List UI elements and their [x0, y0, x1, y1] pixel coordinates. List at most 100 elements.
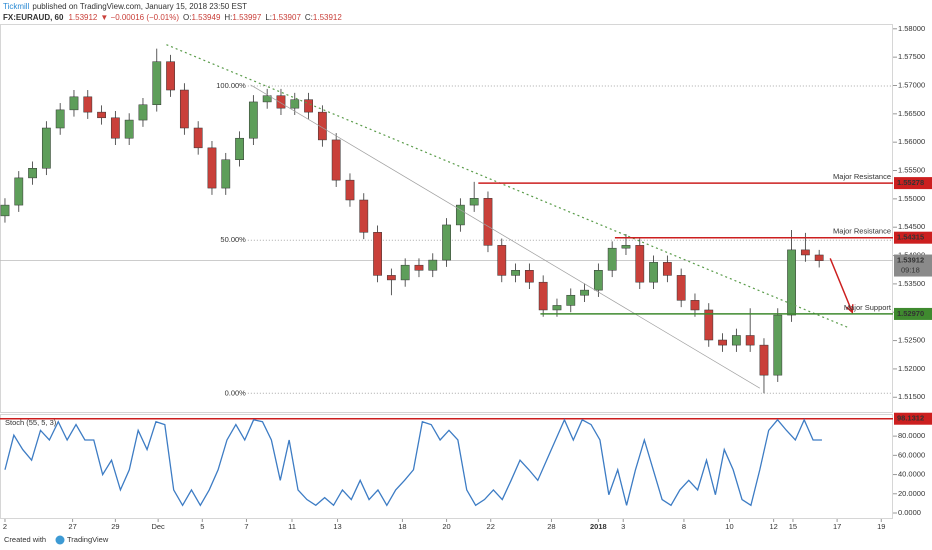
- last-price-text: 1.53912: [897, 256, 924, 265]
- countdown: 09:18: [901, 266, 920, 275]
- ohlc-value: 1.53912: [313, 13, 342, 22]
- y-tick-label: 1.55000: [898, 194, 925, 203]
- ohlc-value: 1.53949: [191, 13, 220, 22]
- y-tick-label: 20.0000: [898, 489, 925, 498]
- candle-body: [373, 232, 382, 276]
- ohlc-label: L:: [265, 13, 272, 22]
- x-tick-label: 7: [244, 522, 248, 531]
- y-tick-label: 1.56500: [898, 109, 925, 118]
- candle-body: [179, 89, 189, 129]
- ohlc-value: 1.53997: [232, 13, 261, 22]
- level-badge: [894, 177, 932, 190]
- x-tick-label: 28: [547, 522, 555, 531]
- candle-body: [511, 270, 520, 276]
- candle-body: [359, 199, 369, 233]
- level-name: Major Resistance: [833, 227, 891, 236]
- x-tick-label: 2: [3, 522, 7, 531]
- x-tick-label: 13: [333, 522, 341, 531]
- symbol-line: FX:EURAUD, 60 1.53912 ▼ −0.00016 (−0.01%) O…: [3, 13, 342, 22]
- y-tick-label: 1.56000: [898, 137, 925, 146]
- footer-text: Created with: [4, 535, 46, 544]
- y-tick-label: 1.58000: [898, 24, 925, 33]
- candle-body: [607, 247, 617, 271]
- candle-body: [428, 259, 438, 271]
- candle-body: [124, 119, 134, 139]
- candle-body: [635, 245, 645, 283]
- x-tick-label: 22: [487, 522, 495, 531]
- x-tick-label: 10: [725, 522, 733, 531]
- y-tick-label: 1.57500: [898, 52, 925, 61]
- candle-body: [262, 95, 272, 103]
- level-badge: [894, 231, 932, 244]
- candle-body: [152, 61, 162, 106]
- x-tick-label: 18: [398, 522, 406, 531]
- candle-body: [483, 198, 493, 246]
- candle-body: [0, 204, 10, 217]
- ohlc-label: O:: [183, 13, 191, 22]
- candle-body: [276, 95, 286, 109]
- candle-body: [814, 254, 824, 261]
- x-tick-label: 15: [789, 522, 797, 531]
- last-price-badge: [894, 254, 932, 277]
- y-tick-label: 1.51500: [898, 392, 925, 401]
- candle-body: [248, 101, 258, 139]
- candle-body: [442, 224, 451, 261]
- candle-body: [580, 289, 589, 296]
- candle-body: [83, 96, 93, 113]
- y-tick-label: 0.0000: [898, 508, 921, 517]
- x-tick-label: Dec: [151, 522, 165, 531]
- stoch-line: [4, 418, 822, 507]
- trendline: [829, 258, 853, 313]
- fib-label: 50.00%: [220, 235, 246, 244]
- candle-body: [331, 139, 341, 181]
- symbol: FX:EURAUD, 60: [3, 13, 64, 22]
- y-tick-label: 1.53500: [898, 279, 925, 288]
- stoch-badge: [894, 412, 932, 425]
- candle-body: [690, 300, 700, 311]
- candle-body: [649, 262, 658, 283]
- x-tick-label: 3: [621, 522, 625, 531]
- candle-body: [414, 264, 424, 271]
- level-badge-text: 1.55278: [897, 178, 924, 187]
- x-tick-label: 5: [200, 522, 204, 531]
- x-tick-label: 29: [111, 522, 119, 531]
- candle-body: [69, 96, 79, 111]
- change: ▼ −0.00016 (−0.01%): [100, 13, 179, 22]
- stoch-badge-text: 98.1312: [897, 414, 924, 423]
- trendline: [250, 84, 761, 389]
- fib-label: 0.00%: [225, 388, 247, 397]
- x-tick-label: 12: [769, 522, 777, 531]
- candle-body: [317, 111, 327, 141]
- x-tick-label: 11: [288, 522, 296, 531]
- publisher: Tickmill: [3, 2, 30, 11]
- candle-body: [221, 159, 231, 189]
- candle-body: [110, 117, 120, 139]
- level-badge-text: 1.54315: [897, 233, 924, 242]
- x-tick-label: 19: [877, 522, 885, 531]
- candle-body: [524, 270, 534, 283]
- candle-body: [662, 262, 672, 276]
- x-tick-label: 8: [682, 522, 686, 531]
- candle-body: [676, 275, 686, 301]
- candle-body: [14, 177, 24, 206]
- x-tick-label: 2018: [590, 522, 607, 531]
- candle-body: [193, 127, 203, 149]
- last: 1.53912: [68, 13, 97, 22]
- x-tick-label: 17: [833, 522, 841, 531]
- footer-brand: TradingView: [67, 535, 109, 544]
- y-tick-label: 1.57000: [898, 80, 925, 89]
- candle-body: [718, 339, 727, 346]
- candle-body: [469, 198, 479, 206]
- candle-body: [566, 294, 576, 306]
- ohlc-value: 1.53907: [272, 13, 301, 22]
- candle-body: [704, 309, 714, 341]
- y-tick-label: 40.0000: [898, 470, 925, 479]
- candle-body: [621, 245, 631, 249]
- candle-body: [207, 147, 217, 189]
- candle-body: [773, 314, 783, 376]
- published: published on TradingView.com, January 15…: [32, 2, 247, 11]
- stoch-title: Stoch (55, 5, 3): [5, 418, 57, 427]
- main-frame: [0, 24, 893, 413]
- candle-body: [28, 168, 37, 179]
